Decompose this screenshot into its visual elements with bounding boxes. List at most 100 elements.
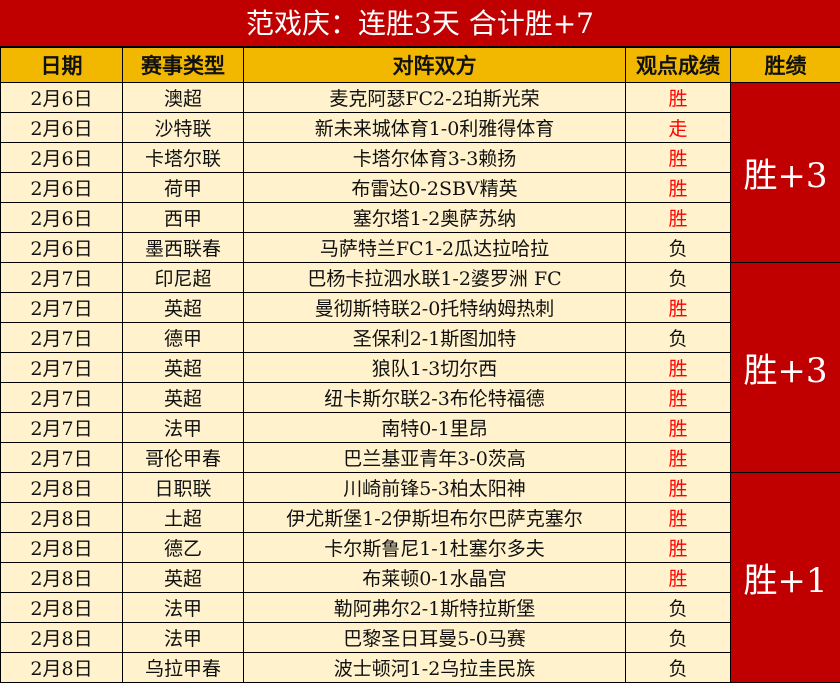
result-cell: 胜 (626, 173, 731, 203)
date-cell: 2月8日 (1, 593, 123, 623)
date-cell: 2月7日 (1, 443, 123, 473)
result-cell: 胜 (626, 473, 731, 503)
page-title: 范戏庆：连胜3天 合计胜+7 (0, 0, 840, 47)
match-cell: 卡尔斯鲁尼1-1杜塞尔多夫 (244, 533, 626, 563)
match-cell: 塞尔塔1-2奥萨苏纳 (244, 203, 626, 233)
table-row: 2月7日法甲南特0-1里昂胜 (1, 413, 840, 443)
header-league: 赛事类型 (123, 48, 244, 83)
header-result: 观点成绩 (626, 48, 731, 83)
match-cell: 波士顿河1-2乌拉圭民族 (244, 653, 626, 683)
date-cell: 2月8日 (1, 473, 123, 503)
league-cell: 乌拉甲春 (123, 653, 244, 683)
result-cell: 胜 (626, 143, 731, 173)
table-row: 2月6日荷甲布雷达0-2SBV精英胜 (1, 173, 840, 203)
table-row: 2月8日法甲勒阿弗尔2-1斯特拉斯堡负 (1, 593, 840, 623)
date-cell: 2月8日 (1, 533, 123, 563)
header-match: 对阵双方 (244, 48, 626, 83)
result-cell: 胜 (626, 443, 731, 473)
league-cell: 哥伦甲春 (123, 443, 244, 473)
league-cell: 印尼超 (123, 263, 244, 293)
results-table: 日期 赛事类型 对阵双方 观点成绩 胜绩 2月6日澳超麦克阿瑟FC2-2珀斯光荣… (0, 47, 840, 683)
summary-cell: 胜+3 (731, 83, 840, 263)
table-row: 2月7日哥伦甲春巴兰基亚青年3-0茨高胜 (1, 443, 840, 473)
table-row: 2月6日澳超麦克阿瑟FC2-2珀斯光荣胜胜+3 (1, 83, 840, 113)
match-cell: 南特0-1里昂 (244, 413, 626, 443)
match-cell: 曼彻斯特联2-0托特纳姆热刺 (244, 293, 626, 323)
match-cell: 圣保利2-1斯图加特 (244, 323, 626, 353)
league-cell: 澳超 (123, 83, 244, 113)
league-cell: 法甲 (123, 623, 244, 653)
table-row: 2月6日西甲塞尔塔1-2奥萨苏纳胜 (1, 203, 840, 233)
date-cell: 2月8日 (1, 623, 123, 653)
league-cell: 卡塔尔联 (123, 143, 244, 173)
result-cell: 胜 (626, 383, 731, 413)
result-cell: 负 (626, 263, 731, 293)
header-row: 日期 赛事类型 对阵双方 观点成绩 胜绩 (1, 48, 840, 83)
date-cell: 2月6日 (1, 113, 123, 143)
league-cell: 德乙 (123, 533, 244, 563)
league-cell: 法甲 (123, 593, 244, 623)
table-row: 2月8日英超布莱顿0-1水晶宫胜 (1, 563, 840, 593)
league-cell: 英超 (123, 383, 244, 413)
match-cell: 布雷达0-2SBV精英 (244, 173, 626, 203)
result-cell: 负 (626, 653, 731, 683)
date-cell: 2月7日 (1, 353, 123, 383)
league-cell: 德甲 (123, 323, 244, 353)
league-cell: 英超 (123, 353, 244, 383)
table-row: 2月6日卡塔尔联卡塔尔体育3-3赖扬胜 (1, 143, 840, 173)
date-cell: 2月8日 (1, 653, 123, 683)
league-cell: 土超 (123, 503, 244, 533)
match-cell: 卡塔尔体育3-3赖扬 (244, 143, 626, 173)
league-cell: 英超 (123, 563, 244, 593)
table-row: 2月8日日职联川崎前锋5-3柏太阳神胜胜+1 (1, 473, 840, 503)
table-row: 2月7日英超曼彻斯特联2-0托特纳姆热刺胜 (1, 293, 840, 323)
result-cell: 胜 (626, 563, 731, 593)
result-cell: 负 (626, 233, 731, 263)
table-row: 2月8日乌拉甲春波士顿河1-2乌拉圭民族负 (1, 653, 840, 683)
match-cell: 巴兰基亚青年3-0茨高 (244, 443, 626, 473)
result-cell: 负 (626, 323, 731, 353)
date-cell: 2月6日 (1, 203, 123, 233)
table-row: 2月7日英超纽卡斯尔联2-3布伦特福德胜 (1, 383, 840, 413)
date-cell: 2月6日 (1, 83, 123, 113)
league-cell: 荷甲 (123, 173, 244, 203)
table-row: 2月7日德甲圣保利2-1斯图加特负 (1, 323, 840, 353)
date-cell: 2月7日 (1, 383, 123, 413)
league-cell: 西甲 (123, 203, 244, 233)
date-cell: 2月7日 (1, 293, 123, 323)
table-row: 2月7日英超狼队1-3切尔西胜 (1, 353, 840, 383)
match-cell: 巴黎圣日耳曼5-0马赛 (244, 623, 626, 653)
match-cell: 狼队1-3切尔西 (244, 353, 626, 383)
result-cell: 胜 (626, 503, 731, 533)
summary-cell: 胜+3 (731, 263, 840, 473)
match-cell: 新未来城体育1-0利雅得体育 (244, 113, 626, 143)
match-cell: 巴杨卡拉泗水联1-2婆罗洲 FC (244, 263, 626, 293)
result-cell: 胜 (626, 203, 731, 233)
summary-cell: 胜+1 (731, 473, 840, 683)
table-row: 2月8日土超伊尤斯堡1-2伊斯坦布尔巴萨克塞尔胜 (1, 503, 840, 533)
result-cell: 胜 (626, 83, 731, 113)
table-row: 2月6日墨西联春马萨特兰FC1-2瓜达拉哈拉负 (1, 233, 840, 263)
result-cell: 走 (626, 113, 731, 143)
date-cell: 2月7日 (1, 263, 123, 293)
match-cell: 马萨特兰FC1-2瓜达拉哈拉 (244, 233, 626, 263)
result-cell: 胜 (626, 293, 731, 323)
match-cell: 布莱顿0-1水晶宫 (244, 563, 626, 593)
result-cell: 胜 (626, 413, 731, 443)
date-cell: 2月6日 (1, 173, 123, 203)
result-cell: 胜 (626, 533, 731, 563)
match-cell: 麦克阿瑟FC2-2珀斯光荣 (244, 83, 626, 113)
date-cell: 2月7日 (1, 413, 123, 443)
result-cell: 负 (626, 623, 731, 653)
table-row: 2月8日法甲巴黎圣日耳曼5-0马赛负 (1, 623, 840, 653)
result-cell: 负 (626, 593, 731, 623)
header-summary: 胜绩 (731, 48, 840, 83)
table-row: 2月8日德乙卡尔斯鲁尼1-1杜塞尔多夫胜 (1, 533, 840, 563)
date-cell: 2月8日 (1, 503, 123, 533)
league-cell: 法甲 (123, 413, 244, 443)
league-cell: 墨西联春 (123, 233, 244, 263)
league-cell: 日职联 (123, 473, 244, 503)
date-cell: 2月7日 (1, 323, 123, 353)
league-cell: 沙特联 (123, 113, 244, 143)
